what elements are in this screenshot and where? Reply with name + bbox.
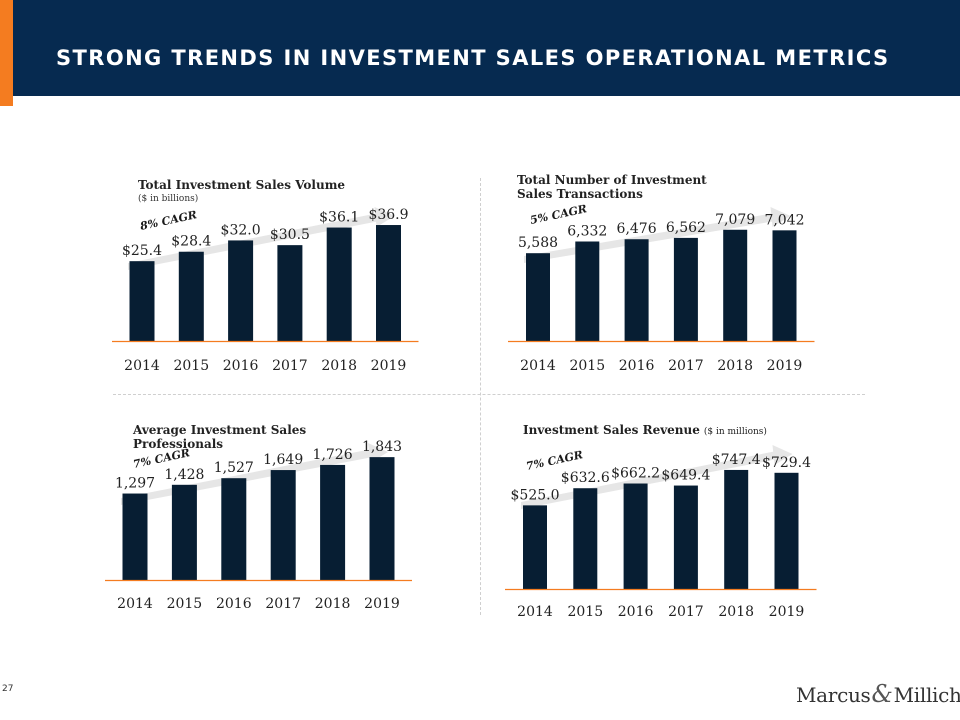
header-banner [0, 0, 960, 96]
data-label: 6,562 [666, 220, 706, 236]
year-label: 2019 [767, 358, 803, 374]
bar-2019 [774, 472, 799, 589]
data-label: $632.6 [561, 470, 610, 486]
year-label: 2019 [364, 596, 400, 612]
data-label: 1,843 [362, 439, 402, 455]
year-label: 2018 [315, 596, 351, 612]
year-label: 2016 [619, 358, 655, 374]
data-label: $36.1 [319, 210, 359, 226]
data-label: $525.0 [511, 487, 560, 503]
bar-2018 [326, 227, 352, 341]
year-label: 2014 [517, 604, 553, 620]
data-label: $25.4 [122, 243, 162, 259]
cagr-label: 8% CAGR [139, 208, 198, 233]
data-label: 1,297 [115, 476, 155, 492]
page-title: STRONG TRENDS IN INVESTMENT SALES OPERAT… [56, 46, 890, 70]
bar-2014 [129, 261, 155, 341]
company-logo: Marcus&Millichap [796, 680, 960, 708]
year-label: 2014 [520, 358, 556, 374]
trend-arrow-head [770, 207, 791, 227]
year-label: 2018 [321, 358, 357, 374]
year-label: 2017 [668, 358, 704, 374]
data-label: $747.4 [712, 452, 761, 468]
data-label: 5,588 [518, 235, 558, 251]
chart-title-line: Investment Sales Revenue ($ in millions) [523, 423, 767, 437]
bar-2017 [277, 245, 303, 341]
year-label: 2016 [618, 604, 654, 620]
data-label: 7,079 [715, 212, 755, 228]
orange-accent-bar [0, 0, 13, 106]
bar-2017 [270, 470, 296, 580]
data-label: $729.4 [762, 455, 811, 471]
trend-arrow-head [374, 207, 395, 227]
year-label: 2017 [272, 358, 308, 374]
data-label: $36.9 [368, 207, 408, 223]
bar-2018 [723, 229, 748, 341]
bar-2017 [673, 237, 698, 341]
data-label: $662.2 [611, 466, 660, 482]
bar-2016 [221, 478, 247, 580]
data-label: 7,042 [764, 212, 804, 228]
year-label: 2015 [567, 604, 603, 620]
chart-title-line: Sales Transactions [517, 187, 643, 201]
bar-2019 [772, 230, 797, 341]
bar-2016 [228, 240, 254, 341]
data-label: 6,332 [567, 223, 607, 239]
bar-2015 [575, 241, 600, 341]
year-label: 2015 [167, 596, 203, 612]
chart-title-note: ($ in millions) [704, 426, 767, 437]
data-label: $30.5 [270, 227, 310, 243]
data-label: $649.4 [661, 468, 710, 484]
bar-2019 [369, 457, 395, 580]
data-label: 1,649 [263, 452, 303, 468]
year-label: 2016 [223, 358, 259, 374]
chart-investment-sales-volume: Total Investment Sales Volume($ in billi… [112, 178, 419, 374]
data-label: $28.4 [171, 234, 211, 250]
year-label: 2017 [668, 604, 704, 620]
year-label: 2015 [569, 358, 605, 374]
horizontal-divider [113, 394, 865, 395]
bar-2018 [724, 469, 749, 589]
chart-title-line: Total Number of Investment [517, 173, 707, 187]
bar-2014 [523, 505, 547, 589]
trend-arrow-head [772, 445, 793, 465]
year-label: 2014 [124, 358, 160, 374]
vertical-divider [480, 178, 481, 615]
logo-right-word: Millichap [893, 683, 960, 707]
chart-title-line: Total Investment Sales Volume [138, 178, 345, 192]
bar-2016 [623, 483, 648, 589]
bar-2014 [526, 253, 550, 341]
year-label: 2016 [216, 596, 252, 612]
year-label: 2018 [718, 604, 754, 620]
bar-2015 [171, 484, 197, 580]
year-label: 2018 [717, 358, 753, 374]
bar-2015 [178, 251, 204, 341]
chart-investment-sales-revenue: Investment Sales Revenue ($ in millions) $… [505, 423, 817, 620]
year-label: 2014 [117, 596, 153, 612]
data-label: $32.0 [221, 222, 261, 238]
data-label: 1,726 [313, 447, 353, 463]
logo-left-word: Marcus [796, 683, 871, 707]
bar-2018 [320, 464, 346, 580]
chart-subtitle: ($ in billions) [138, 193, 198, 204]
chart-title-line: Average Investment Sales [132, 423, 306, 437]
data-label: 1,428 [164, 467, 204, 483]
year-label: 2019 [371, 358, 407, 374]
bar-2016 [624, 239, 649, 341]
year-label: 2017 [265, 596, 301, 612]
bar-2017 [673, 485, 698, 589]
bar-2019 [376, 225, 401, 341]
cagr-label: 7% CAGR [525, 448, 584, 473]
chart-title-line: Professionals [133, 437, 223, 451]
year-label: 2019 [769, 604, 805, 620]
logo-ampersand: & [871, 680, 893, 708]
page-number: 27 [2, 684, 14, 694]
data-label: 1,527 [214, 460, 254, 476]
data-label: 6,476 [617, 221, 657, 237]
year-label: 2015 [173, 358, 209, 374]
bar-2014 [122, 493, 148, 580]
bar-2015 [573, 488, 598, 589]
